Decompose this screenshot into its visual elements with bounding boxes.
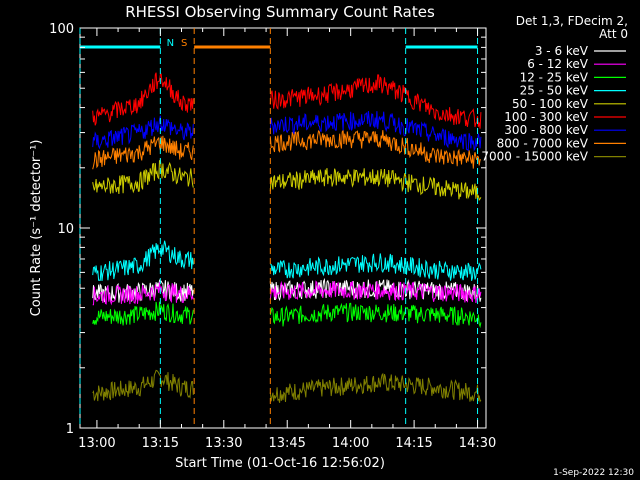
legend-label: 300 - 800 keV [504,123,588,137]
series-line-6-12-keV-2 [269,280,482,304]
x-tick-label: 14:30 [459,436,496,451]
x-axis-label: Start Time (01-Oct-16 12:56:02) [175,456,385,471]
series-line-50-100-keV-1 [92,159,194,195]
legend-label: 6 - 12 keV [527,57,589,71]
y-tick-label: 1 [66,422,74,437]
axes-layer: N S 13:00 13:15 13:30 13:45 14:00 14:15 14:30 1 10… [49,22,496,451]
legend-label: 12 - 25 keV [520,70,589,84]
legend-header-line-2: Att 0 [599,27,628,41]
legend-label: 800 - 7000 keV [497,136,589,150]
flag-n-label: N [167,38,174,49]
series-line-300-800-keV-2 [269,111,482,152]
series-line-25-50-keV-2 [269,253,482,281]
y-tick-label: 10 [57,222,74,237]
x-tick-label: 13:00 [78,436,115,451]
footer-date: 1-Sep-2022 12:30 [553,468,634,478]
series-line-800-7000-keV-2 [269,128,482,169]
series-line-50-100-keV-2 [269,168,482,201]
legend-header-line-1: Det 1,3, FDecim 2, [516,14,628,28]
flag-s-label: S [181,38,187,49]
series-line-7000-15000-keV-2 [269,372,482,403]
series-line-12-25-keV-2 [269,302,482,329]
series-line-25-50-keV-1 [92,240,194,282]
chart-title: RHESSI Observing Summary Count Rates [125,3,435,21]
series-line-6-12-keV-1 [92,281,194,306]
legend-label: 25 - 50 keV [520,84,589,98]
x-tick-label: 14:15 [395,436,432,451]
legend-label: 50 - 100 keV [512,97,589,111]
x-tick-label: 13:45 [268,436,305,451]
series-line-800-7000-keV-1 [92,135,194,170]
series-line-7000-15000-keV-1 [92,369,194,402]
x-tick-label: 13:30 [205,436,242,451]
legend-label: 3 - 6 keV [535,44,589,58]
x-tick-label: 13:15 [142,436,179,451]
series-line-100-300-keV-1 [92,72,194,126]
legend-label: 7000 - 15000 keV [481,150,588,164]
y-tick-label: 100 [49,22,74,37]
y-axis-label: Count Rate (s⁻¹ detector⁻¹) [29,140,44,317]
series-line-12-25-keV-1 [92,301,194,326]
series-line-300-800-keV-1 [92,115,194,150]
legend-label: 100 - 300 keV [504,110,588,124]
data-layer [92,72,482,403]
series-line-3-6-keV-1 [92,278,194,303]
x-tick-label: 14:00 [332,436,369,451]
series-line-100-300-keV-2 [269,74,482,129]
